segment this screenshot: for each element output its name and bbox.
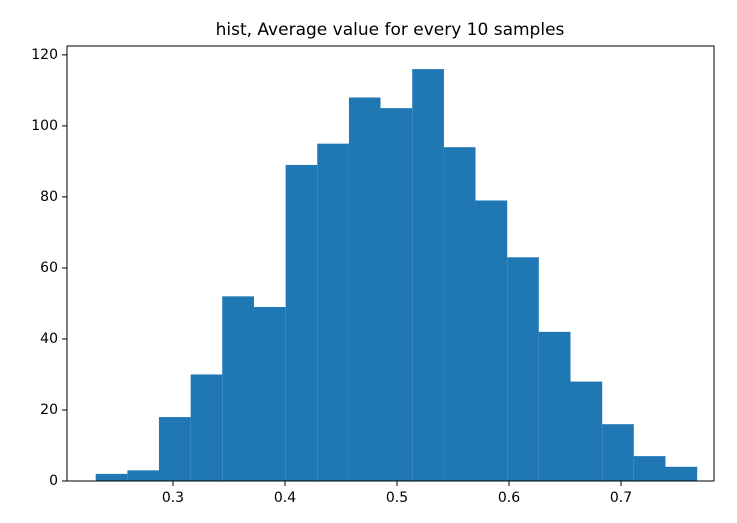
bar [507, 257, 539, 481]
bar [285, 164, 318, 482]
x-tick-label: 0.7 [610, 490, 632, 506]
y-tick-label: 120 [31, 47, 58, 63]
bar [443, 147, 476, 481]
bar [348, 97, 381, 481]
bar [317, 143, 349, 481]
x-tick-label: 0.3 [162, 490, 184, 506]
y-tick-label: 40 [40, 331, 58, 347]
y-tick-label: 20 [40, 402, 58, 418]
y-tick-label: 100 [31, 118, 58, 134]
bar [475, 200, 508, 481]
axes-frame [66, 45, 715, 482]
y-tick-label: 0 [49, 473, 58, 489]
bar [633, 456, 666, 481]
bar [665, 466, 698, 481]
bar [380, 108, 413, 482]
x-tick-label: 0.6 [498, 490, 520, 506]
y-tick-label: 60 [40, 260, 58, 276]
x-tick-label: 0.5 [386, 490, 408, 506]
bar [158, 417, 191, 481]
bar [253, 307, 286, 481]
bar [538, 331, 571, 481]
bar [570, 381, 603, 481]
y-tick-label: 80 [40, 189, 58, 205]
bar [602, 424, 634, 481]
bar [127, 470, 159, 481]
bar [190, 374, 223, 481]
bar [95, 473, 128, 481]
chart-title: hist, Average value for every 10 samples [216, 20, 565, 40]
bar [222, 296, 254, 481]
bar [412, 69, 444, 481]
x-tick-label: 0.4 [274, 490, 296, 506]
